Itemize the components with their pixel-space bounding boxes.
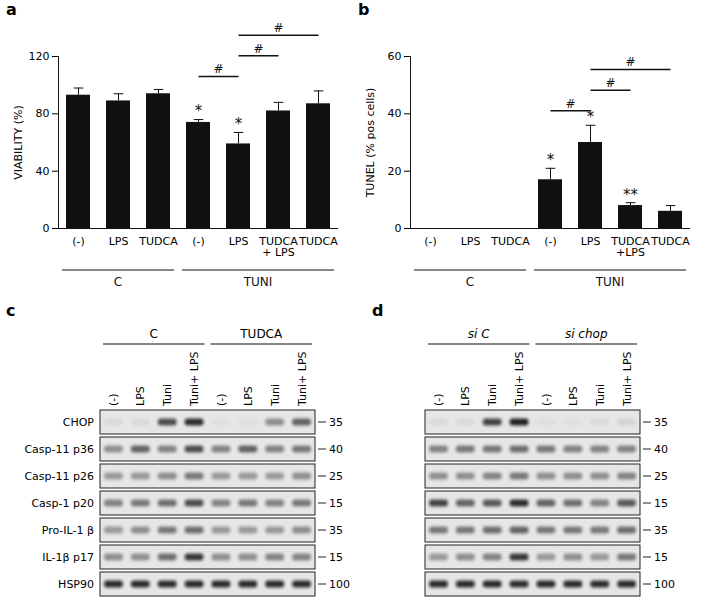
svg-text:**: ** bbox=[623, 186, 639, 204]
svg-text:0: 0 bbox=[395, 222, 402, 235]
svg-text:#: # bbox=[605, 76, 615, 90]
svg-text:Tuni: Tuni bbox=[486, 384, 499, 407]
svg-text:#: # bbox=[213, 62, 223, 76]
svg-text:Tuni: Tuni bbox=[161, 384, 174, 407]
svg-text:120: 120 bbox=[29, 50, 50, 63]
svg-text:HSP90: HSP90 bbox=[58, 578, 94, 591]
svg-text:40: 40 bbox=[329, 443, 343, 456]
html-text:b: b bbox=[358, 0, 370, 19]
svg-text:25: 25 bbox=[654, 470, 668, 483]
svg-text:(-): (-) bbox=[72, 235, 85, 248]
svg-text:CHOP: CHOP bbox=[63, 416, 95, 429]
svg-text:40: 40 bbox=[654, 443, 668, 456]
svg-text:LPS: LPS bbox=[229, 235, 249, 248]
svg-text:TUDCA: TUDCA bbox=[490, 235, 530, 248]
svg-text:TUDCA: TUDCA bbox=[650, 235, 690, 248]
svg-text:Tuni: Tuni bbox=[269, 384, 282, 407]
svg-text:LPS: LPS bbox=[459, 386, 472, 406]
svg-text:C: C bbox=[114, 275, 122, 289]
svg-text:Pro-IL-1 β: Pro-IL-1 β bbox=[42, 524, 94, 537]
svg-text:60: 60 bbox=[388, 50, 402, 63]
svg-text:35: 35 bbox=[329, 416, 343, 429]
svg-text:TUNI: TUNI bbox=[595, 275, 625, 289]
svg-text:TUDCA: TUDCA bbox=[239, 327, 283, 341]
svg-text:TUDCA+ LPS: TUDCA+ LPS bbox=[258, 235, 298, 259]
svg-text:Casp-11 p36: Casp-11 p36 bbox=[24, 443, 94, 456]
svg-text:si chop: si chop bbox=[565, 327, 608, 341]
svg-text:(-): (-) bbox=[192, 235, 205, 248]
svg-text:(-): (-) bbox=[424, 235, 437, 248]
svg-text:Casp-11 p26: Casp-11 p26 bbox=[24, 470, 94, 483]
svg-text:si C: si C bbox=[468, 327, 490, 341]
svg-text:Casp-1 p20: Casp-1 p20 bbox=[31, 497, 94, 510]
svg-text:15: 15 bbox=[654, 497, 668, 510]
svg-text:0: 0 bbox=[43, 222, 50, 235]
svg-text:35: 35 bbox=[654, 524, 668, 537]
svg-text:TUNEL (% pos cells): TUNEL (% pos cells) bbox=[364, 88, 377, 199]
svg-text:25: 25 bbox=[329, 470, 343, 483]
svg-text:(-): (-) bbox=[540, 393, 553, 406]
svg-text:20: 20 bbox=[388, 165, 402, 178]
svg-text:TUNI: TUNI bbox=[243, 275, 273, 289]
svg-text:#: # bbox=[625, 55, 635, 69]
svg-text:*: * bbox=[195, 102, 203, 120]
svg-text:Tuni+ LPS: Tuni+ LPS bbox=[621, 351, 634, 407]
svg-text:LPS: LPS bbox=[461, 235, 481, 248]
svg-text:15: 15 bbox=[654, 551, 668, 564]
svg-text:(-): (-) bbox=[107, 393, 120, 406]
svg-text:LPS: LPS bbox=[109, 235, 129, 248]
svg-text:*: * bbox=[547, 151, 555, 169]
html-text:a: a bbox=[6, 0, 17, 19]
svg-text:15: 15 bbox=[329, 497, 343, 510]
svg-text:LPS: LPS bbox=[134, 386, 147, 406]
svg-text:Tuni+ LPS: Tuni+ LPS bbox=[296, 351, 309, 407]
svg-text:80: 80 bbox=[36, 107, 50, 120]
svg-text:40: 40 bbox=[388, 107, 402, 120]
svg-text:(-): (-) bbox=[432, 393, 445, 406]
svg-text:(-): (-) bbox=[544, 235, 557, 248]
svg-text:LPS: LPS bbox=[242, 386, 255, 406]
svg-text:#: # bbox=[565, 97, 575, 111]
svg-text:40: 40 bbox=[36, 165, 50, 178]
svg-text:IL-1β p17: IL-1β p17 bbox=[42, 551, 94, 564]
svg-text:C: C bbox=[150, 327, 158, 341]
svg-text:Tuni+ LPS: Tuni+ LPS bbox=[513, 351, 526, 407]
svg-text:c: c bbox=[6, 301, 15, 320]
svg-text:35: 35 bbox=[654, 416, 668, 429]
svg-text:TUDCA+LPS: TUDCA+LPS bbox=[610, 235, 650, 259]
svg-text:#: # bbox=[273, 21, 283, 35]
svg-text:TUDCA: TUDCA bbox=[138, 235, 178, 248]
svg-text:15: 15 bbox=[329, 551, 343, 564]
svg-text:LPS: LPS bbox=[567, 386, 580, 406]
svg-text:VIABILITY (%): VIABILITY (%) bbox=[12, 105, 25, 179]
svg-text:LPS: LPS bbox=[581, 235, 601, 248]
svg-text:#: # bbox=[253, 42, 263, 56]
svg-text:100: 100 bbox=[329, 578, 350, 591]
svg-text:Tuni+ LPS: Tuni+ LPS bbox=[188, 351, 201, 407]
svg-text:(-): (-) bbox=[215, 393, 228, 406]
svg-text:35: 35 bbox=[329, 524, 343, 537]
svg-text:Tuni: Tuni bbox=[594, 384, 607, 407]
svg-text:d: d bbox=[372, 301, 383, 320]
svg-text:TUDCA: TUDCA bbox=[298, 235, 338, 248]
svg-text:C: C bbox=[466, 275, 474, 289]
svg-text:*: * bbox=[235, 115, 243, 133]
svg-text:100: 100 bbox=[654, 578, 675, 591]
